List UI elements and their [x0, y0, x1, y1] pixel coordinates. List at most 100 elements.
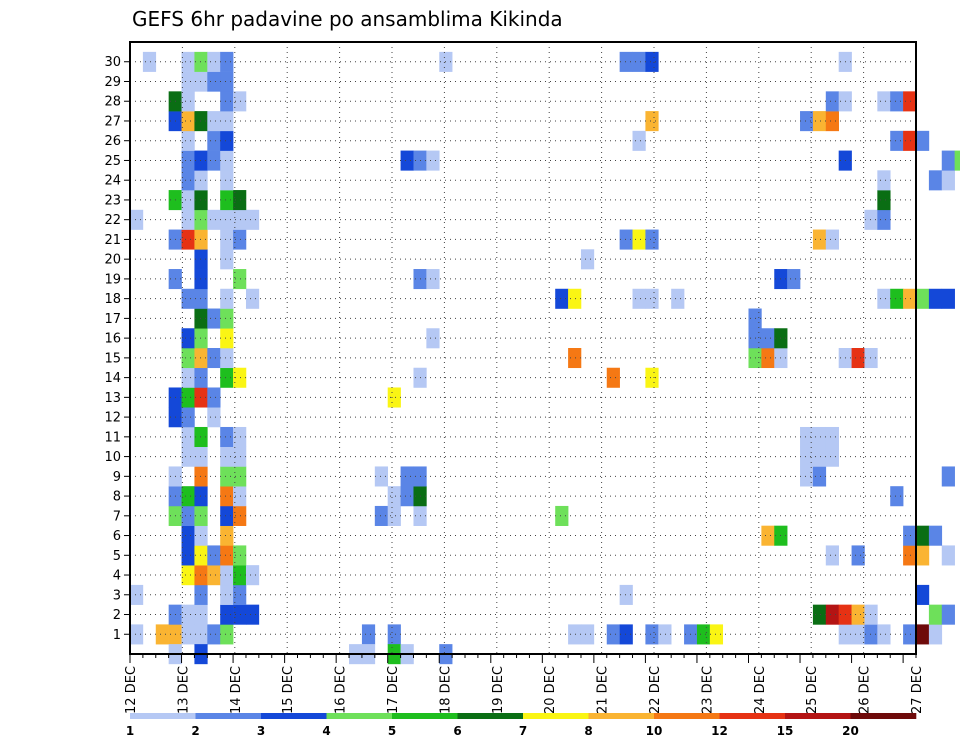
y-tick-label: 11 — [104, 430, 121, 445]
heatmap-cell — [233, 584, 247, 605]
heatmap-cell — [800, 111, 814, 132]
heatmap-cell — [941, 545, 955, 566]
heatmap-cell — [903, 91, 917, 112]
y-tick-label: 27 — [104, 114, 121, 129]
heatmap-cell — [181, 446, 195, 467]
heatmap-cell — [851, 624, 865, 645]
heatmap-cell — [761, 525, 775, 546]
heatmap-cell — [194, 446, 208, 467]
heatmap-cell — [812, 111, 827, 132]
heatmap-cell — [194, 249, 208, 270]
heatmap-cell — [220, 170, 234, 191]
heatmap-cell — [645, 229, 659, 250]
colorbar-label: 2 — [191, 724, 199, 738]
heatmap-cell — [825, 91, 839, 112]
heatmap-cell — [580, 624, 595, 645]
heatmap-cell — [155, 624, 169, 645]
heatmap-cell — [194, 71, 208, 92]
heatmap-cell — [787, 269, 801, 290]
colorbar-label: 20 — [842, 724, 859, 738]
y-tick-label: 21 — [104, 233, 121, 248]
x-tick-label: 13 DEC — [176, 666, 191, 714]
heatmap-cell — [220, 328, 234, 349]
heatmap-cell — [220, 288, 234, 309]
heatmap-cell — [903, 525, 917, 546]
heatmap-cell — [194, 209, 208, 230]
heatmap-cell — [220, 624, 234, 645]
y-tick-label: 7 — [113, 509, 121, 524]
heatmap-cell — [181, 328, 195, 349]
heatmap-cell — [220, 111, 234, 132]
heatmap-cell — [181, 170, 195, 191]
heatmap-cell — [233, 209, 247, 230]
heatmap-cell — [220, 51, 234, 72]
heatmap-cell — [903, 288, 917, 309]
y-tick-label: 24 — [104, 174, 121, 189]
heatmap-cell — [619, 51, 633, 72]
colorbar-label: 8 — [584, 724, 592, 738]
heatmap-cell — [207, 308, 221, 329]
heatmap-cell — [233, 545, 247, 566]
heatmap-cell — [555, 505, 569, 526]
heatmap-cell — [233, 190, 247, 211]
heatmap-cell — [812, 426, 827, 448]
heatmap-cell — [181, 387, 195, 408]
x-tick-label: 16 DEC — [334, 666, 349, 714]
heatmap-cell — [207, 130, 221, 151]
heatmap-cells — [130, 51, 960, 665]
colorbar-swatch — [195, 713, 262, 719]
heatmap-cell — [400, 150, 414, 171]
heatmap-cell — [374, 505, 389, 526]
heatmap-cell — [825, 229, 839, 250]
heatmap-cell — [194, 367, 208, 388]
heatmap-cell — [181, 91, 195, 112]
heatmap-cell — [233, 565, 247, 586]
heatmap-cell — [194, 466, 208, 487]
heatmap-cell — [207, 111, 221, 132]
y-tick-label: 29 — [104, 75, 121, 90]
heatmap-cell — [194, 328, 208, 349]
heatmap-cell — [877, 624, 891, 645]
heatmap-cell — [645, 51, 659, 72]
heatmap-cell — [941, 466, 955, 487]
heatmap-cell — [632, 229, 646, 250]
chart-title: GEFS 6hr padavine po ansamblima Kikinda — [132, 7, 563, 31]
colorbar-swatch — [130, 713, 196, 719]
heatmap-cell — [181, 367, 195, 388]
heatmap-cell — [220, 209, 234, 230]
heatmap-cell — [220, 466, 234, 487]
heatmap-cell — [928, 624, 943, 645]
heatmap-cell — [181, 486, 195, 507]
x-tick-label: 26 DEC — [858, 666, 873, 714]
heatmap-cell — [207, 209, 221, 230]
heatmap-cell — [207, 545, 221, 566]
heatmap-cell — [181, 407, 195, 428]
colorbar-label: 7 — [519, 724, 527, 738]
colorbar-swatch — [719, 713, 786, 719]
heatmap-cell — [941, 150, 955, 171]
heatmap-cell — [400, 486, 414, 507]
colorbar-swatch — [588, 713, 655, 719]
heatmap-cell — [181, 288, 195, 309]
heatmap-cell — [851, 604, 865, 625]
y-tick-label: 23 — [104, 193, 121, 208]
heatmap-cell — [194, 426, 208, 448]
heatmap-cell — [877, 170, 891, 191]
heatmap-cell — [632, 288, 646, 309]
y-tick-label: 2 — [113, 608, 121, 623]
y-axis-ticks: 1234567891011121314151617181920212223242… — [104, 55, 130, 643]
heatmap-cell — [245, 604, 260, 625]
y-tick-label: 9 — [113, 470, 121, 485]
heatmap-cell — [194, 545, 208, 566]
heatmap-cell — [864, 624, 878, 645]
y-tick-label: 3 — [113, 588, 121, 603]
heatmap-cell — [890, 288, 904, 309]
y-tick-label: 30 — [104, 55, 121, 70]
heatmap-cell — [194, 584, 208, 605]
heatmap-cell — [825, 426, 839, 448]
heatmap-cell — [181, 525, 195, 546]
heatmap-cell — [606, 367, 620, 388]
heatmap-cell — [928, 288, 943, 309]
y-tick-label: 6 — [113, 529, 121, 544]
heatmap-cell — [916, 545, 930, 566]
